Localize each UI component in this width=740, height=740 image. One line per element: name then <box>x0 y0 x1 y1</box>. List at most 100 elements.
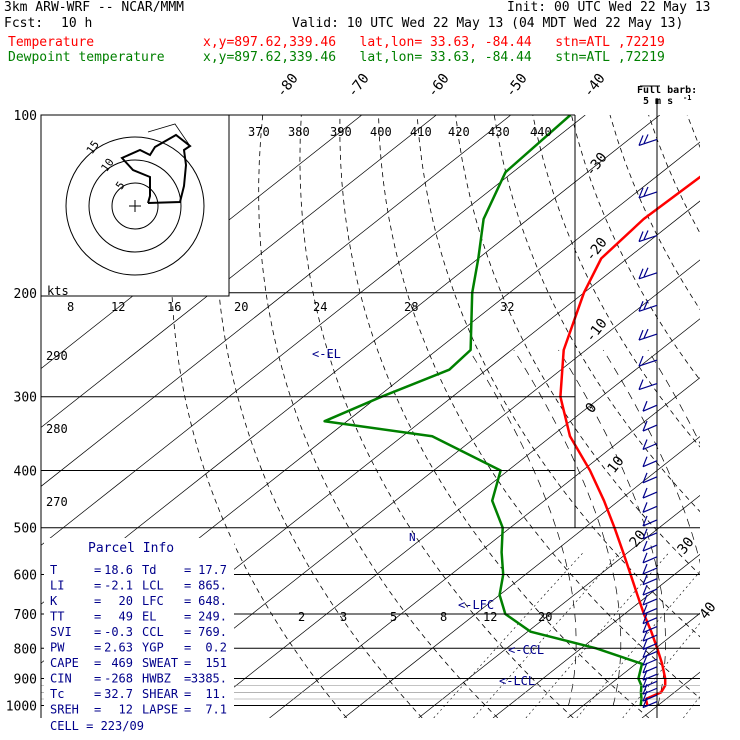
wind-barb-flag <box>642 420 648 432</box>
wind-barb-shaft <box>642 544 658 552</box>
isotherm-label-0: 0 <box>583 400 601 416</box>
dewpoint-line-point <box>504 171 507 173</box>
wind-barb-shaft <box>638 383 658 391</box>
parcel-row-k-value: 20 <box>119 594 133 608</box>
wind-barb-shaft <box>638 234 658 243</box>
mixing-ratio-label-24: 24 <box>313 300 327 314</box>
parcel-row-ccl-eq: = <box>184 625 191 639</box>
mixing-ratio-line <box>683 696 700 718</box>
parcel-row-sreh-eq: = <box>94 703 101 717</box>
wind-barb-shaft <box>642 680 658 688</box>
wind-barb <box>642 584 658 596</box>
wind-barb-flag <box>638 379 644 390</box>
wind-barb-flag <box>642 563 648 575</box>
wind-barb-flag <box>642 630 648 642</box>
wind-barb <box>642 639 658 650</box>
theta-label-400: 400 <box>370 125 392 139</box>
dewpoint-line-point <box>500 551 503 553</box>
isotherm <box>41 115 363 370</box>
parcel-row-svi-value: -0.3 <box>104 625 133 639</box>
parcel-row-hwbz-eq: = <box>184 672 191 686</box>
parcel-row-td-value: 17.7 <box>198 563 227 577</box>
mid-marker: N <box>409 531 416 544</box>
wind-barb-shaft <box>642 642 658 650</box>
wind-barb <box>642 456 658 468</box>
wind-barb <box>638 134 658 147</box>
wind-barb <box>642 552 658 564</box>
temperature-line-point <box>642 218 645 220</box>
wind-barb <box>642 528 658 540</box>
parcel-info-bg <box>44 538 234 718</box>
parcel-row-tt-value: 49 <box>119 610 133 624</box>
wind-barb <box>638 267 658 280</box>
level-marker-ccl: <-CCL <box>508 643 544 657</box>
parcel-row-tc-label: Tc <box>50 687 64 701</box>
parcel-row-el-label: EL <box>142 610 156 624</box>
isotherm-label-30: 30 <box>675 534 698 557</box>
wind-barb-shaft <box>642 556 658 564</box>
parcel-row-k-eq: = <box>94 594 101 608</box>
wind-barb-shaft <box>642 694 658 702</box>
wind-barb <box>642 400 658 412</box>
parcel-row-shear-label: SHEAR <box>142 687 179 701</box>
wind-barb-shaft <box>642 598 658 606</box>
dewpoint-line-point <box>529 630 532 633</box>
wind-barb-flag <box>638 329 644 341</box>
wind-barb <box>642 439 658 451</box>
parcel-row-svi-label: SVI <box>50 625 72 639</box>
theta-label-280: 280 <box>46 422 68 436</box>
wind-barb <box>638 300 658 312</box>
wind-barb-shaft <box>642 625 658 634</box>
wind-barb-flag <box>642 487 648 499</box>
isotherm <box>41 115 512 487</box>
hodograph-ring-label-10: 10 <box>98 156 116 174</box>
wind-barb <box>642 647 658 659</box>
parcel-row-shear-eq: = <box>184 687 191 701</box>
parcel-row-ygp-eq: = <box>184 641 191 655</box>
legend-dewpoint-info: x,y=897.62,339.46 lat,lon= 33.63, -84.44… <box>203 50 665 65</box>
mixing-ratio-label-20: 20 <box>538 610 552 624</box>
parcel-row-cin-label: CIN <box>50 672 72 686</box>
init-time: Init: 00 UTC Wed 22 May 13 <box>507 0 711 15</box>
wind-barb-shaft <box>642 673 658 681</box>
dry-adiabat <box>726 115 740 718</box>
wind-barb-shaft <box>642 404 658 412</box>
parcel-row-li-eq: = <box>94 579 101 593</box>
isotherm <box>492 553 700 718</box>
wind-barb <box>638 379 658 391</box>
parcel-row-pw-value: 2.63 <box>104 641 133 655</box>
wind-barb-shaft <box>642 658 658 666</box>
wind-barb-flag <box>642 552 648 564</box>
mixing-ratio-label-20: 20 <box>234 300 248 314</box>
mixing-ratio-label-3: 3 <box>340 610 347 624</box>
level-marker-lfc: <-LFC <box>458 598 494 612</box>
dewpoint-line-point <box>431 435 434 438</box>
isobar-label-400: 400 <box>14 465 37 480</box>
parcel-row-lapse-value: 7.1 <box>205 703 227 717</box>
wind-barb-flag <box>638 268 644 279</box>
parcel-row-td-eq: = <box>184 563 191 577</box>
wind-barb-flag <box>642 662 648 674</box>
dewpoint-line-point <box>448 368 451 371</box>
parcel-row-cape-eq: = <box>94 656 101 670</box>
wind-barb-flag <box>642 528 648 540</box>
temperature-line-point <box>622 551 624 553</box>
dry-adiabat <box>258 115 499 718</box>
level-marker-el: <-EL <box>312 347 341 361</box>
parcel-row-t-value: 18.6 <box>104 563 133 577</box>
dry-adiabat <box>299 115 574 718</box>
parcel-row-el-eq: = <box>184 610 191 624</box>
wind-barb-shaft <box>642 460 658 468</box>
isobar-label-900: 900 <box>14 672 37 687</box>
wind-barb-flag <box>642 622 648 633</box>
wind-barb-flag <box>642 456 648 467</box>
wind-barb-flag <box>642 697 648 708</box>
hodograph-ring-label-15: 15 <box>84 138 102 156</box>
wind-barb-flag <box>642 669 648 681</box>
hodograph-ring-10 <box>88 159 182 253</box>
mixing-ratio-label-28: 28 <box>404 300 418 314</box>
wind-barb <box>642 604 658 616</box>
wind-barb <box>642 677 658 688</box>
parcel-row-ygp-value: 0.2 <box>205 641 227 655</box>
